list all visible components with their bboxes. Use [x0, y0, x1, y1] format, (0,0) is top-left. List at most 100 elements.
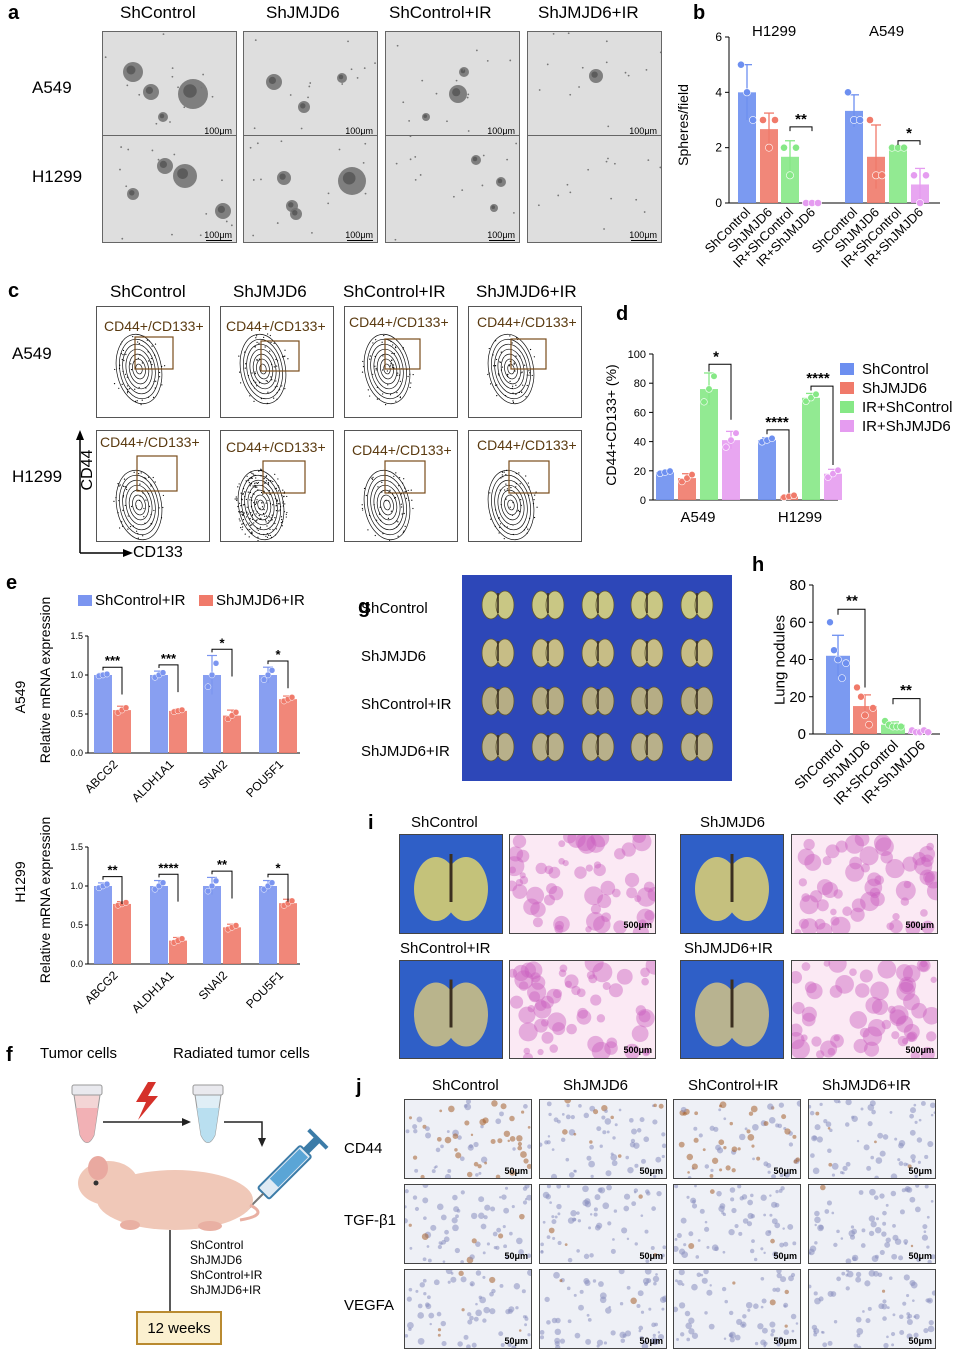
event-dot [378, 398, 380, 400]
event-dot [506, 488, 508, 490]
cell [413, 1129, 418, 1134]
cell [434, 1165, 438, 1168]
event-dot [275, 380, 277, 382]
col-label: ShJMJD6 [266, 3, 340, 22]
y-tick-label: 40 [789, 652, 806, 669]
cell [692, 1199, 696, 1204]
row-label: ShControl [361, 600, 428, 617]
event-dot [147, 396, 150, 398]
cell [603, 1341, 608, 1345]
event-dot [256, 501, 258, 503]
event-dot [512, 524, 514, 526]
row-label: VEGFA [344, 1297, 395, 1314]
debris [202, 73, 205, 76]
cell [826, 1200, 833, 1206]
cell [881, 1231, 887, 1237]
contour-line [376, 353, 398, 385]
cd133-axis-label: CD133 [133, 544, 183, 561]
tissue-blob [804, 981, 817, 994]
tissue-blob [608, 983, 623, 998]
radiated-cells-label: Radiated tumor cells [173, 1045, 310, 1062]
event-dot [528, 494, 530, 496]
cell [776, 1341, 782, 1347]
event-dot [139, 495, 141, 497]
debris [221, 179, 223, 182]
cell [576, 1211, 580, 1215]
event-dot [260, 475, 262, 477]
tissue-blob [537, 1048, 544, 1056]
cell [599, 1296, 607, 1304]
event-dot [258, 470, 260, 472]
y-tick-label: 0.0 [70, 748, 83, 758]
gate-label: CD44+/CD133+ [226, 318, 326, 334]
tissue-blob [530, 901, 546, 918]
event-dot [390, 363, 392, 365]
event-dot [268, 520, 270, 522]
tissue-blob [518, 1022, 538, 1042]
debris [363, 67, 366, 70]
cell [923, 1327, 929, 1334]
event-dot [496, 395, 498, 397]
cell [696, 1272, 702, 1278]
cell [697, 1239, 701, 1242]
ihc-tissue [405, 1185, 531, 1263]
debris [119, 168, 121, 171]
tissue-blob [632, 835, 652, 852]
flow-plot [344, 306, 458, 418]
y-tick-label: 20 [789, 689, 806, 706]
flow-plot [96, 306, 210, 418]
cell [662, 1295, 666, 1302]
cell [521, 1110, 525, 1114]
lung-lobe [725, 857, 769, 921]
tissue-blob [877, 961, 897, 979]
cell [716, 1190, 722, 1197]
cell [475, 1302, 478, 1306]
tissue-blob [827, 1047, 836, 1056]
tissue-blob [574, 866, 587, 879]
debris [587, 168, 590, 171]
tissue-blob [510, 846, 524, 862]
event-dot [125, 353, 127, 355]
he-section: 500μm [791, 960, 938, 1059]
event-dot [533, 356, 535, 358]
cell [885, 1203, 889, 1207]
contour-line [128, 353, 150, 385]
cell [596, 1126, 602, 1132]
contour-line [249, 348, 277, 390]
cell [868, 1215, 876, 1222]
event-dot [142, 492, 144, 494]
cell [866, 1165, 872, 1171]
cell [784, 1128, 791, 1135]
cell [623, 1193, 631, 1200]
scale-bar-label: 100μm [629, 230, 657, 240]
tissue-blob [864, 878, 883, 897]
cell [914, 1313, 920, 1320]
event-dot [251, 518, 254, 521]
cell [586, 1155, 592, 1161]
event-dot [249, 517, 251, 520]
tissue-blob [635, 1005, 647, 1016]
cell [721, 1211, 725, 1215]
debris [125, 185, 128, 188]
cell [480, 1156, 488, 1163]
tissue-blob [924, 871, 937, 889]
cell [433, 1279, 440, 1286]
event-dot [506, 526, 508, 528]
event-dot [274, 386, 276, 388]
debris [364, 142, 367, 145]
cell [750, 1105, 758, 1113]
cell [841, 1171, 845, 1175]
cell [927, 1141, 934, 1148]
cell [724, 1299, 728, 1304]
event-dot [397, 372, 399, 374]
tissue-blob [586, 971, 596, 980]
event-dot [389, 365, 392, 367]
cell [464, 1120, 470, 1126]
cell [903, 1239, 909, 1244]
cell [496, 1227, 502, 1233]
sig-bracket [892, 698, 921, 725]
lung-photo [399, 834, 503, 934]
data-point [814, 199, 822, 207]
event-dot [246, 475, 248, 477]
